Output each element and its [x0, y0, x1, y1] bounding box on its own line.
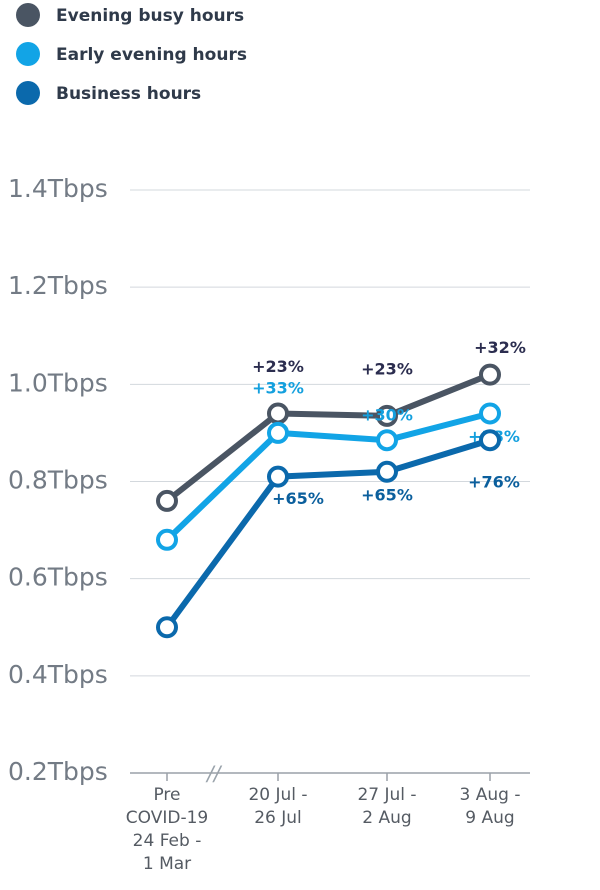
data-point — [376, 429, 398, 452]
change-label: +76% — [468, 473, 520, 492]
x-tick-label: 27 Jul - 2 Aug — [357, 785, 417, 828]
change-label: +32% — [474, 338, 526, 357]
change-label: +23% — [361, 359, 413, 378]
legend-label: Evening busy hours — [56, 6, 244, 26]
data-point — [479, 363, 501, 386]
legend-marker — [16, 42, 40, 66]
y-tick-label: 0.4Tbps — [8, 660, 108, 689]
change-label: +23% — [252, 357, 304, 376]
legend-marker — [16, 3, 40, 27]
change-label: +30% — [361, 406, 413, 425]
change-label: +65% — [361, 485, 413, 504]
series-line — [164, 437, 491, 630]
data-point — [267, 402, 289, 425]
data-point — [267, 421, 289, 444]
x-tick-label: 20 Jul - 26 Jul — [248, 785, 308, 828]
data-point — [479, 429, 501, 452]
y-tick-label: 1.2Tbps — [8, 271, 108, 300]
change-label: +65% — [272, 489, 324, 508]
data-point — [267, 465, 289, 488]
data-point — [156, 616, 178, 639]
y-tick-label: 1.4Tbps — [8, 174, 108, 203]
y-tick-label: 0.6Tbps — [8, 563, 108, 592]
data-point — [376, 404, 398, 427]
series-line — [165, 371, 492, 504]
data-point — [156, 489, 178, 512]
data-point — [156, 528, 178, 551]
data-point — [479, 402, 501, 425]
change-label: +33% — [252, 378, 304, 397]
legend-label: Early evening hours — [56, 45, 247, 65]
y-tick-label: 0.8Tbps — [8, 466, 108, 495]
y-tick-label: 0.2Tbps — [8, 757, 108, 786]
legend-label: Business hours — [56, 84, 201, 104]
series-line — [164, 410, 491, 542]
y-tick-label: 1.0Tbps — [8, 368, 108, 397]
x-tick-label: Pre COVID-19 24 Feb - 1 Mar — [125, 785, 209, 874]
legend-marker — [16, 81, 40, 105]
data-point — [376, 460, 398, 483]
x-tick-label: 3 Aug - 9 Aug — [459, 785, 521, 828]
